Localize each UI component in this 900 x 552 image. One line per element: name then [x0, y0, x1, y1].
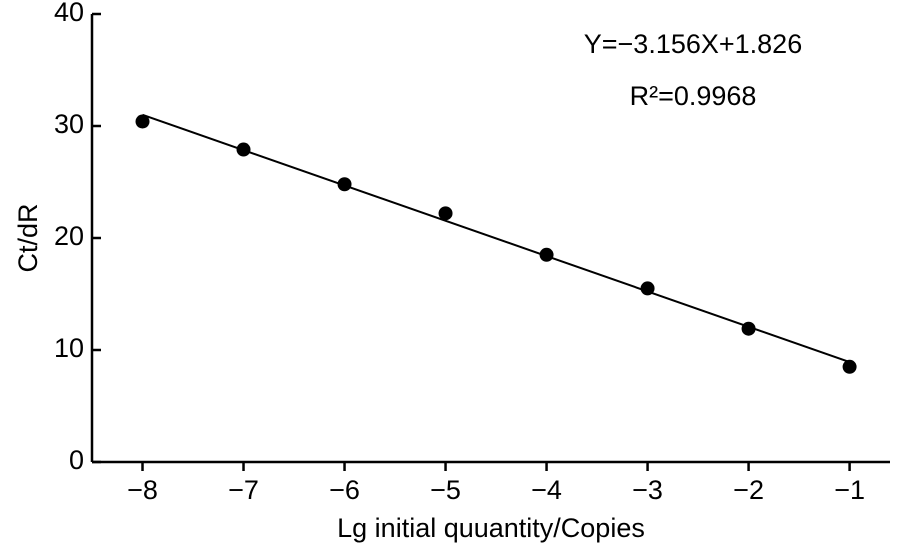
point [842, 359, 857, 374]
x-tick-label: −3 [632, 475, 663, 505]
y-tick-label: 30 [54, 109, 84, 139]
point [741, 321, 756, 336]
x-axis-label: Lg initial quuantity/Copies [337, 513, 645, 543]
y-tick-label: 10 [54, 333, 84, 363]
point [135, 114, 150, 129]
point [337, 177, 352, 192]
x-tick-label: −4 [531, 475, 562, 505]
x-tick-label: −2 [733, 475, 764, 505]
y-axis-label: Ct/dR [13, 203, 43, 272]
x-tick-label: −7 [228, 475, 259, 505]
y-tick-label: 40 [54, 0, 84, 27]
annotation: R²=0.9968 [630, 81, 757, 111]
trend-line [142, 113, 850, 363]
y-tick-label: 20 [54, 221, 84, 251]
annotation: Y=−3.156X+1.826 [584, 29, 802, 59]
point [438, 206, 453, 221]
x-tick-label: −8 [127, 475, 158, 505]
y-tick-label: 0 [69, 445, 84, 475]
x-tick-label: −5 [430, 475, 461, 505]
x-tick-label: −1 [834, 475, 865, 505]
point [640, 281, 655, 296]
point [539, 247, 554, 262]
x-tick-label: −6 [329, 475, 360, 505]
point [236, 142, 251, 157]
